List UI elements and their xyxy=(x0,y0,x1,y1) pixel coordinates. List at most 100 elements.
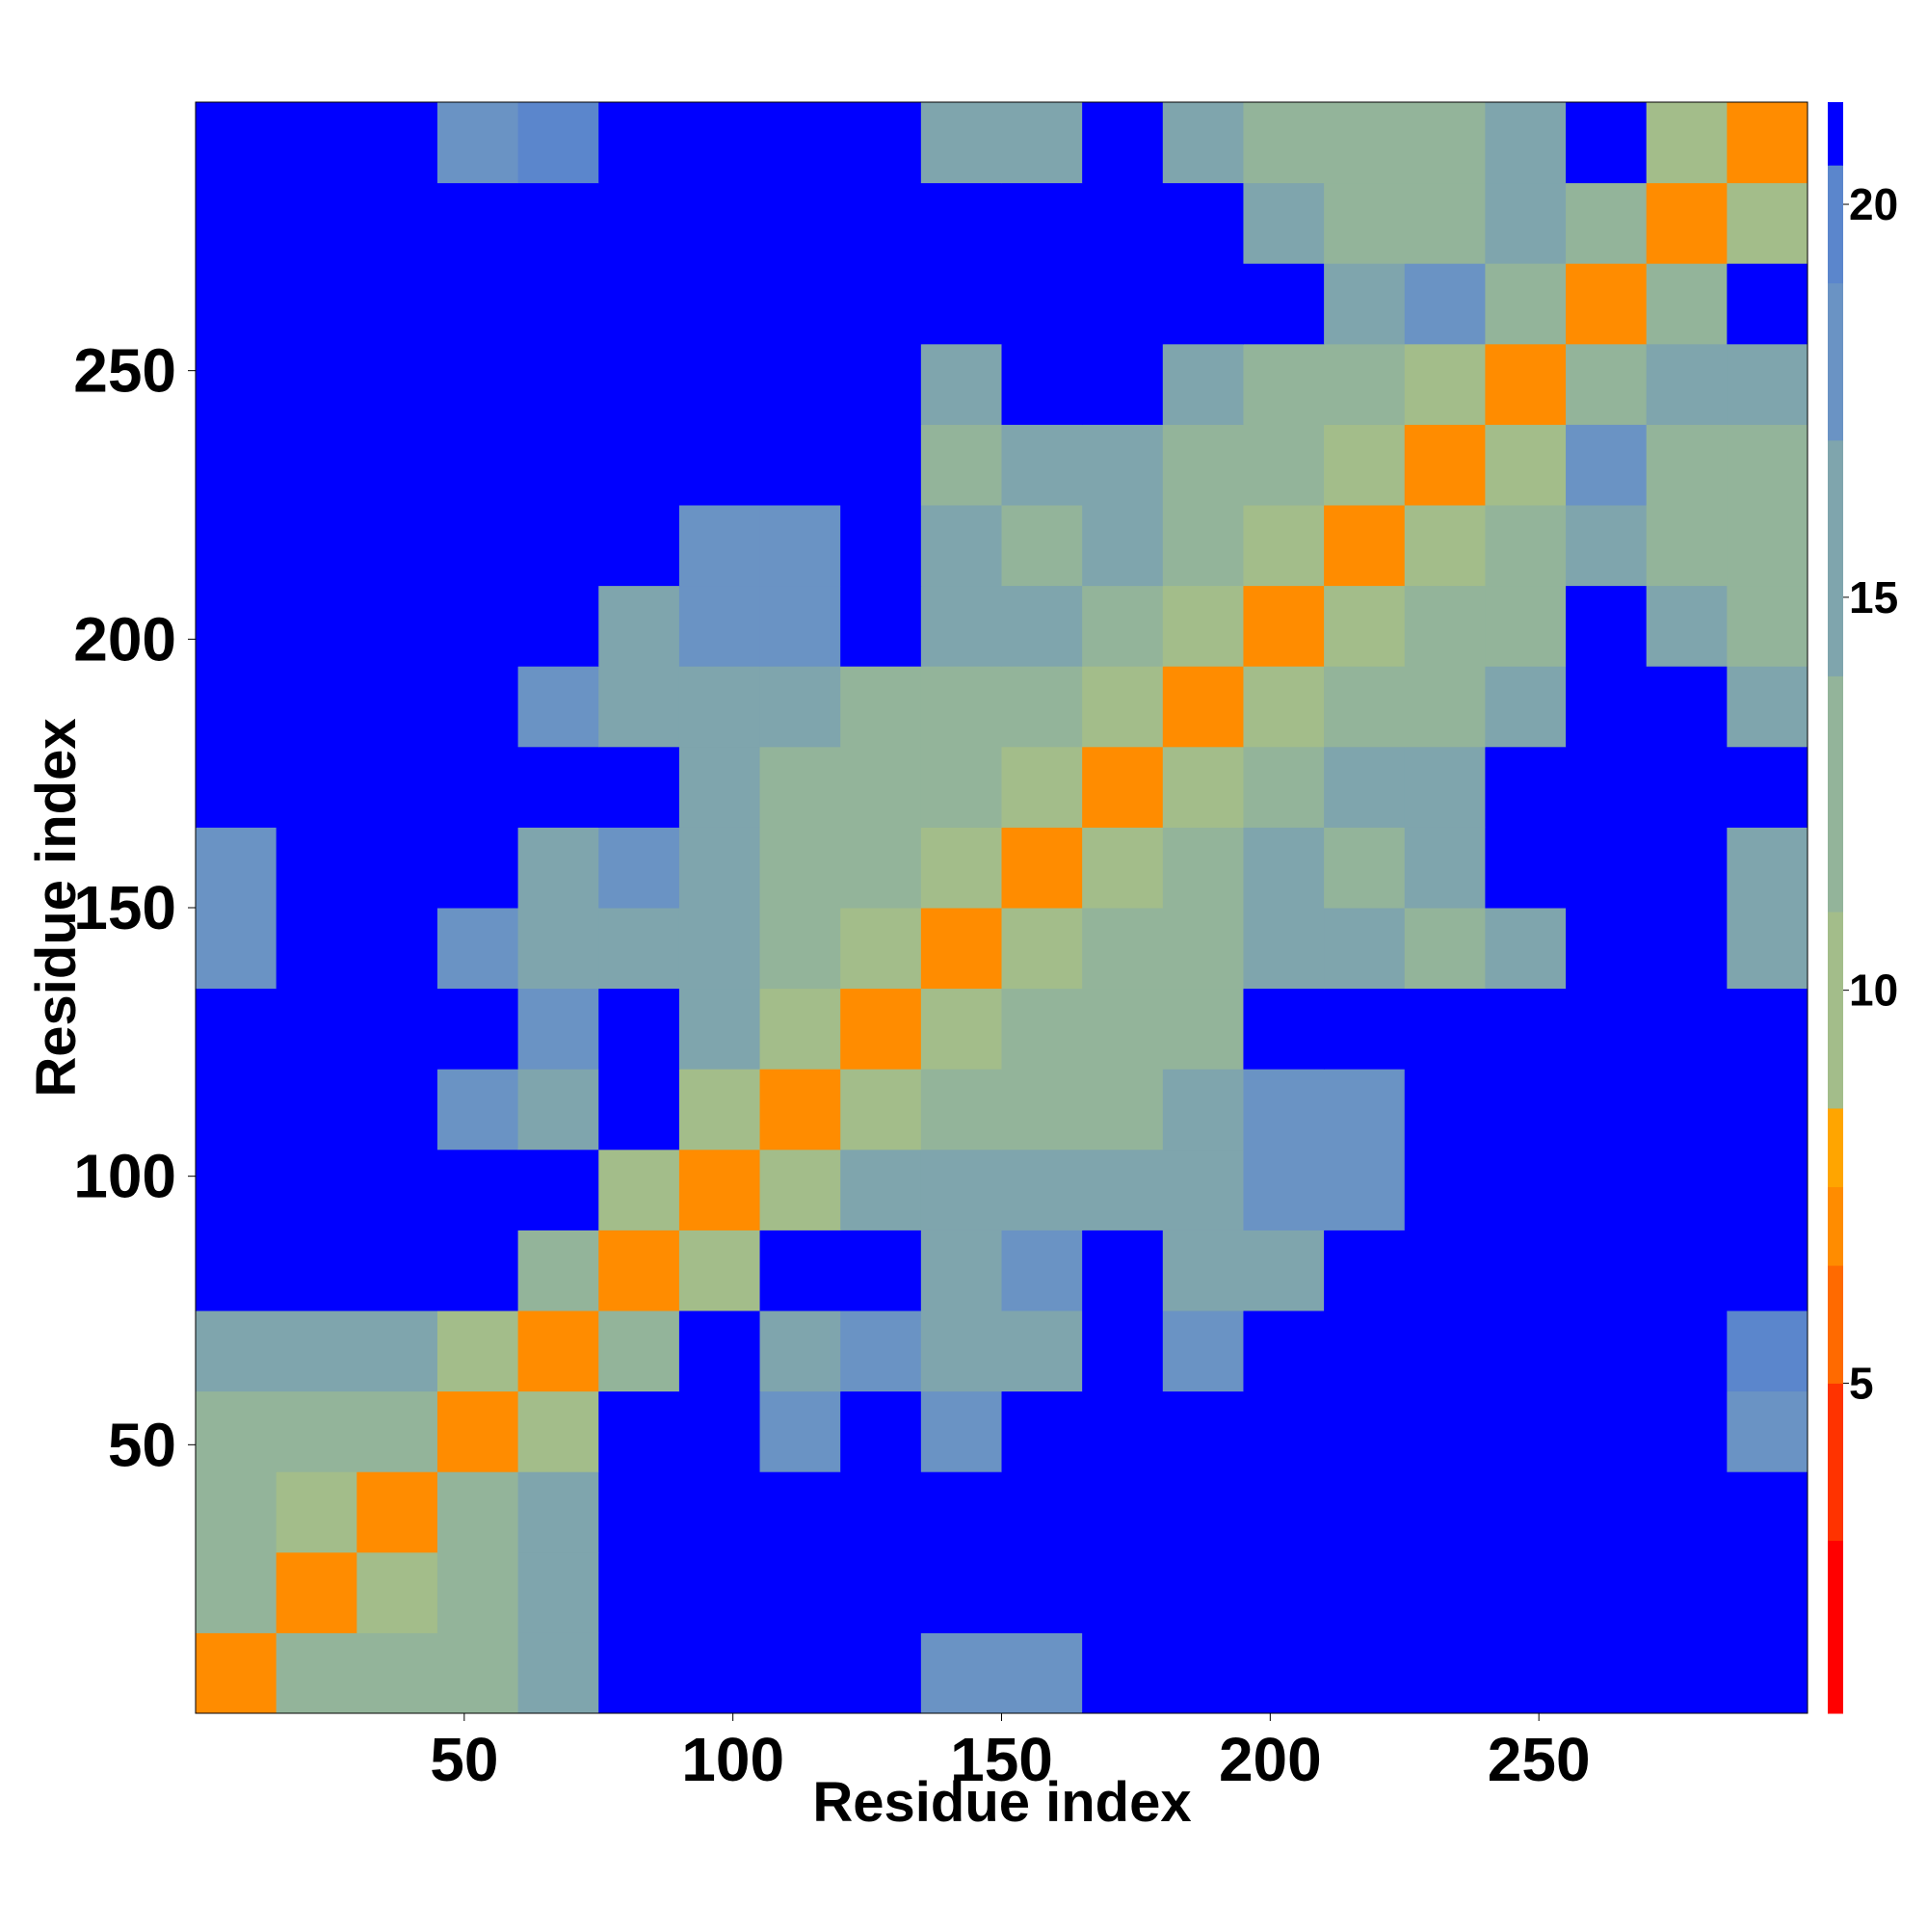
heatmap-cell xyxy=(598,424,680,506)
heatmap-cell xyxy=(1727,827,1808,909)
heatmap-cell xyxy=(1001,263,1083,345)
heatmap-cell xyxy=(759,1149,841,1231)
heatmap-cell xyxy=(598,102,680,184)
heatmap-cell xyxy=(1162,585,1244,667)
heatmap-cell xyxy=(1485,1390,1567,1472)
heatmap-cell xyxy=(1001,746,1083,828)
heatmap-cell xyxy=(1162,424,1244,506)
heatmap-cell xyxy=(1485,827,1567,909)
heatmap-cell xyxy=(517,182,599,264)
heatmap-cell xyxy=(1243,263,1325,345)
heatmap-cell xyxy=(436,1632,519,1714)
heatmap-cell xyxy=(840,1310,922,1392)
heatmap-cell xyxy=(517,988,599,1070)
heatmap-cell xyxy=(1001,505,1083,587)
heatmap-cell xyxy=(1404,1149,1486,1231)
x-tick-label: 200 xyxy=(1219,1725,1322,1794)
x-tick-label: 100 xyxy=(681,1725,784,1794)
heatmap-cell xyxy=(1162,1551,1244,1633)
heatmap-cell xyxy=(1243,746,1325,828)
heatmap-cell xyxy=(920,1471,1002,1553)
heatmap-cell xyxy=(840,746,922,828)
heatmap-cell xyxy=(1404,1230,1486,1311)
heatmap-cell xyxy=(1566,988,1648,1070)
heatmap-cell xyxy=(1001,343,1083,425)
heatmap-cell xyxy=(276,263,357,345)
heatmap-cell xyxy=(517,908,599,990)
heatmap-cell xyxy=(920,1230,1002,1311)
heatmap-cell xyxy=(1082,585,1164,667)
heatmap-cell xyxy=(678,908,761,990)
heatmap-cell xyxy=(1001,827,1083,909)
heatmap-cell xyxy=(920,505,1002,587)
heatmap-cell xyxy=(1646,1149,1728,1231)
heatmap-cell xyxy=(436,1310,519,1392)
heatmap-cell xyxy=(517,827,599,909)
heatmap-cell xyxy=(1485,1310,1567,1392)
heatmap-cell xyxy=(276,182,357,264)
colorbar-tick-label: 10 xyxy=(1849,966,1898,1016)
heatmap-cell xyxy=(1404,1471,1486,1553)
heatmap-cell xyxy=(1324,505,1406,587)
heatmap-cell xyxy=(196,746,277,828)
heatmap-cell xyxy=(436,1551,519,1633)
heatmap-cell xyxy=(196,263,277,345)
heatmap-cell xyxy=(1162,746,1244,828)
heatmap-cell xyxy=(1646,1310,1728,1392)
heatmap-cell xyxy=(1324,827,1406,909)
heatmap-cell xyxy=(598,505,680,587)
heatmap-cell xyxy=(1243,1230,1325,1311)
heatmap-cell xyxy=(1001,1149,1083,1231)
heatmap-cell xyxy=(517,263,599,345)
heatmap-cell xyxy=(1001,666,1083,748)
heatmap-cell xyxy=(1646,1230,1728,1311)
heatmap-cell xyxy=(356,1551,438,1633)
heatmap-cell xyxy=(1324,102,1406,184)
heatmap-cell xyxy=(276,1149,357,1231)
heatmap-cell xyxy=(517,1551,599,1633)
heatmap-cell xyxy=(1646,585,1728,667)
heatmap-cell xyxy=(1162,102,1244,184)
heatmap-cell xyxy=(759,1230,841,1311)
heatmap-cell xyxy=(1162,1069,1244,1151)
heatmap-cell xyxy=(1162,1471,1244,1553)
heatmap-cell xyxy=(1404,827,1486,909)
heatmap-cell xyxy=(276,1632,357,1714)
heatmap-cell xyxy=(436,746,519,828)
heatmap-cell xyxy=(678,1471,761,1553)
heatmap-cell xyxy=(920,343,1002,425)
heatmap-cell xyxy=(276,1471,357,1553)
heatmap-cell xyxy=(1727,1390,1808,1472)
heatmap-cell xyxy=(1566,102,1648,184)
heatmap-cell xyxy=(1566,343,1648,425)
heatmap-cell xyxy=(1162,263,1244,345)
heatmap-cell xyxy=(356,1310,438,1392)
heatmap-cell xyxy=(436,102,519,184)
heatmap-cell xyxy=(1646,1390,1728,1472)
heatmap-cell xyxy=(356,585,438,667)
y-tick-label: 150 xyxy=(73,873,176,942)
heatmap-cell xyxy=(196,424,277,506)
heatmap-cell xyxy=(436,827,519,909)
heatmap-cell xyxy=(1162,1149,1244,1231)
heatmap-cell xyxy=(1566,1069,1648,1151)
heatmap-cell xyxy=(276,827,357,909)
heatmap-cell xyxy=(1082,1551,1164,1633)
heatmap-cell xyxy=(598,666,680,748)
heatmap-cell xyxy=(1566,1230,1648,1311)
heatmap-cell xyxy=(759,1310,841,1392)
heatmap-cell xyxy=(1243,827,1325,909)
heatmap-cell xyxy=(1243,182,1325,264)
heatmap-cell xyxy=(598,1149,680,1231)
heatmap-cell xyxy=(1162,182,1244,264)
heatmap-cell xyxy=(1001,908,1083,990)
heatmap-cell xyxy=(1646,182,1728,264)
heatmap-cell xyxy=(1162,988,1244,1070)
heatmap-cell xyxy=(517,1230,599,1311)
heatmap-cell xyxy=(598,1632,680,1714)
heatmap-cell xyxy=(517,1390,599,1472)
heatmap-cell xyxy=(1727,746,1808,828)
heatmap-cell xyxy=(517,1632,599,1714)
heatmap-cell xyxy=(840,182,922,264)
